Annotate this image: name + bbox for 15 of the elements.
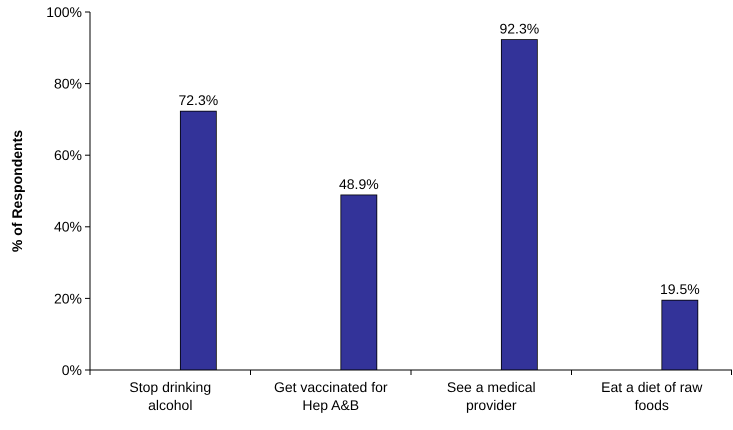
x-tick-label: Stop drinking alcohol bbox=[129, 379, 212, 413]
data-label: 48.9% bbox=[338, 176, 379, 192]
x-tick-label: See a medical provider bbox=[446, 379, 536, 413]
data-label: 92.3% bbox=[499, 20, 540, 37]
data-label: 19.5% bbox=[660, 281, 700, 298]
y-tick-label: 60% bbox=[54, 147, 82, 164]
x-tick-label: Eat a diet of raw foods bbox=[601, 379, 704, 413]
y-tick-label: 40% bbox=[54, 218, 82, 235]
y-axis-title: % of Respondents bbox=[9, 130, 25, 252]
y-tick-label: 0% bbox=[62, 362, 82, 378]
data-label: 72.3% bbox=[178, 92, 218, 108]
y-tick-label: 20% bbox=[54, 290, 82, 306]
x-tick-label: Get vaccinated for Hep A&B bbox=[274, 379, 388, 413]
y-tick-label: 80% bbox=[54, 76, 82, 92]
y-tick-label: 100% bbox=[46, 4, 82, 20]
